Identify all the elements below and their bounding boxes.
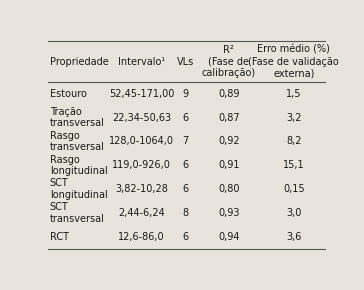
Text: 12,6-86,0: 12,6-86,0 [118,232,165,242]
Text: 8,2: 8,2 [286,136,301,146]
Text: 119,0-926,0: 119,0-926,0 [112,160,171,170]
Text: 52,45-171,00: 52,45-171,00 [109,89,174,99]
Text: 3,82-10,28: 3,82-10,28 [115,184,168,194]
Text: Rasgo
longitudinal: Rasgo longitudinal [50,155,107,176]
Text: 6: 6 [182,232,188,242]
Text: 0,87: 0,87 [218,113,240,123]
Text: 8: 8 [182,208,188,218]
Text: Estouro: Estouro [50,89,87,99]
Text: SCT
transversal: SCT transversal [50,202,104,224]
Text: R²
(Fase de
calibração): R² (Fase de calibração) [202,45,256,78]
Text: 15,1: 15,1 [283,160,305,170]
Text: Rasgo
transversal: Rasgo transversal [50,130,104,152]
Text: 6: 6 [182,160,188,170]
Text: 0,91: 0,91 [218,160,240,170]
Text: 22,34-50,63: 22,34-50,63 [112,113,171,123]
Text: 6: 6 [182,184,188,194]
Text: 3,0: 3,0 [286,208,301,218]
Text: 128,0-1064,0: 128,0-1064,0 [109,136,174,146]
Text: RCT: RCT [50,232,69,242]
Text: 9: 9 [182,89,188,99]
Text: 2,44-6,24: 2,44-6,24 [118,208,165,218]
Text: 3,2: 3,2 [286,113,301,123]
Text: Intervalo¹: Intervalo¹ [118,57,165,67]
Text: Erro médio (%)
(Fase de validação
externa): Erro médio (%) (Fase de validação extern… [248,45,339,78]
Text: Propriedade: Propriedade [50,57,108,67]
Text: 1,5: 1,5 [286,89,301,99]
Text: VLs: VLs [177,57,194,67]
Text: 0,80: 0,80 [218,184,240,194]
Text: 0,89: 0,89 [218,89,240,99]
Text: Tração
transversal: Tração transversal [50,107,104,128]
Text: 0,15: 0,15 [283,184,305,194]
Text: 0,93: 0,93 [218,208,240,218]
Text: SCT
longitudinal: SCT longitudinal [50,178,107,200]
Text: 0,94: 0,94 [218,232,240,242]
Text: 3,6: 3,6 [286,232,301,242]
Text: 0,92: 0,92 [218,136,240,146]
Text: 6: 6 [182,113,188,123]
Text: 7: 7 [182,136,188,146]
